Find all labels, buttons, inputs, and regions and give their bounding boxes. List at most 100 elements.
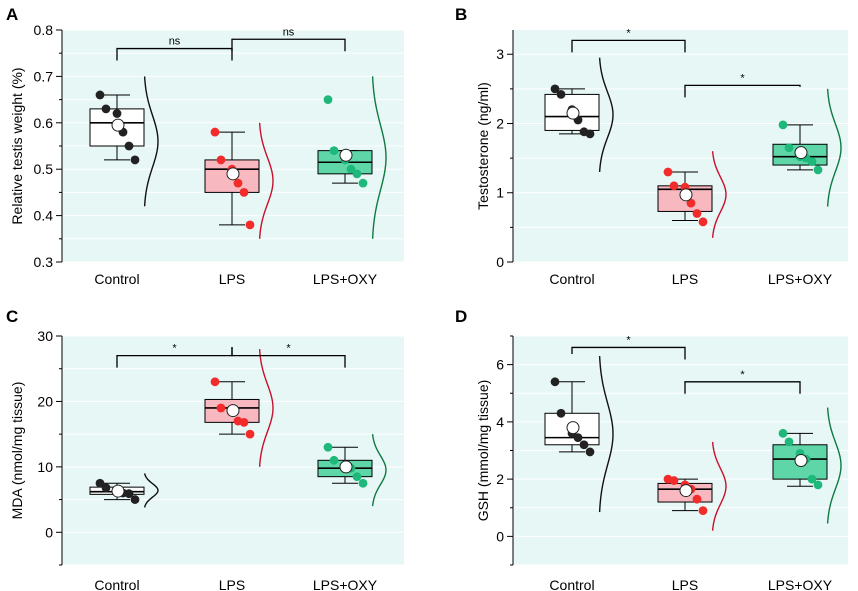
data-point (692, 209, 702, 218)
data-point (329, 455, 339, 465)
y-tick-label: 0 (496, 254, 504, 270)
data-point (352, 472, 362, 482)
density-curve (258, 122, 274, 239)
mean-marker (226, 167, 240, 181)
bracket-line (684, 381, 801, 394)
data-point (124, 489, 134, 499)
y-tick-label: 0.5 (34, 161, 54, 177)
data-point (130, 155, 140, 165)
x-category-label: Control (549, 577, 594, 591)
mean-marker (339, 460, 353, 474)
bracket-line (231, 38, 346, 52)
group-1 (657, 441, 727, 531)
data-point (233, 178, 243, 188)
x-category-label: Control (94, 577, 139, 591)
data-point (358, 478, 368, 488)
data-point (669, 476, 679, 485)
mean-marker (111, 484, 125, 498)
data-point (692, 494, 702, 504)
density-curve (143, 76, 159, 207)
bracket-line (571, 346, 686, 360)
y-tick-label: 0.8 (34, 22, 54, 38)
y-tick-label: 20 (37, 393, 53, 409)
data-point (556, 90, 566, 99)
y-tick-label: 0.4 (34, 208, 54, 224)
x-category-label: LPS (672, 271, 698, 287)
significance-bracket: * (684, 369, 801, 394)
y-tick-label: 30 (37, 328, 53, 344)
significance-label: * (740, 369, 745, 381)
x-category-label: Control (94, 271, 139, 287)
x-category-label: LPS+OXY (768, 577, 833, 591)
data-point (778, 120, 788, 130)
x-category-label: LPS (672, 577, 698, 591)
data-point (101, 104, 111, 114)
data-point (210, 127, 220, 137)
x-category-label: LPS (219, 271, 245, 287)
group-0 (89, 473, 159, 508)
mean-marker (679, 188, 693, 202)
data-point (807, 474, 817, 484)
y-axis-title: Relative testis weight (%) (9, 67, 25, 224)
data-point (329, 146, 339, 156)
y-tick-label: 3 (496, 46, 504, 62)
significance-bracket: * (571, 334, 686, 360)
mean-marker (111, 118, 125, 132)
panel-letter: C (6, 307, 18, 326)
significance-bracket: ns (231, 26, 346, 52)
data-point (573, 433, 583, 443)
panel-d: 0 2 4 6 D GSH (mmol/mg tissue) Control LPS LPS+O… (455, 307, 848, 591)
y-tick-label: 1 (496, 185, 504, 201)
group-1 (204, 349, 274, 467)
data-point (358, 178, 368, 188)
panel-letter: D (455, 307, 467, 326)
panel-letter: A (6, 5, 18, 24)
data-point (95, 90, 105, 100)
group-0 (89, 76, 159, 207)
y-tick-label: 4 (496, 414, 504, 430)
mean-marker (339, 148, 353, 162)
data-point (784, 143, 794, 153)
data-point (352, 169, 362, 179)
panel-a: 0.3 0.4 0.5 0.6 0.7 0.8 A Relative testis weigh… (6, 5, 404, 287)
y-tick-label: 0.3 (34, 254, 54, 270)
data-point (669, 181, 679, 191)
x-category-label: LPS (219, 577, 245, 591)
data-point (216, 403, 226, 413)
bracket-line (684, 84, 801, 98)
data-point (323, 95, 333, 104)
x-category-label: LPS+OXY (313, 271, 378, 287)
significance-bracket: * (571, 27, 686, 53)
y-tick-label: 0 (496, 528, 504, 544)
data-point (556, 408, 566, 418)
x-category-label: LPS+OXY (313, 577, 378, 591)
y-tick-label: 10 (37, 459, 53, 475)
density-curve (143, 473, 159, 508)
mean-marker (794, 454, 808, 468)
group-2 (772, 407, 842, 524)
panel-letter: B (455, 5, 467, 24)
data-point (550, 84, 560, 94)
mean-marker (794, 146, 808, 160)
data-point (239, 417, 249, 427)
panel-b: 0 1 2 3 B Testosterone (ng/ml) Control LPS LPS+O… (455, 5, 848, 287)
group-1 (657, 151, 727, 238)
density-curve (258, 349, 274, 467)
significance-label: ns (283, 26, 295, 38)
density-curve (711, 151, 727, 238)
y-tick-label: 0.6 (34, 115, 54, 131)
data-point (807, 157, 817, 166)
data-point (698, 506, 708, 516)
data-point (550, 377, 560, 387)
y-axis-title: MDA (nmol/mg tissue) (9, 382, 25, 520)
data-point (784, 437, 794, 447)
significance-label: * (172, 343, 177, 355)
group-0 (544, 57, 614, 173)
data-point (813, 480, 823, 490)
y-tick-label: 2 (496, 115, 504, 131)
significance-bracket: ns (116, 36, 233, 61)
density-curve (598, 57, 614, 173)
significance-bracket: * (231, 343, 346, 368)
significance-label: * (286, 343, 291, 355)
data-point (813, 165, 823, 175)
